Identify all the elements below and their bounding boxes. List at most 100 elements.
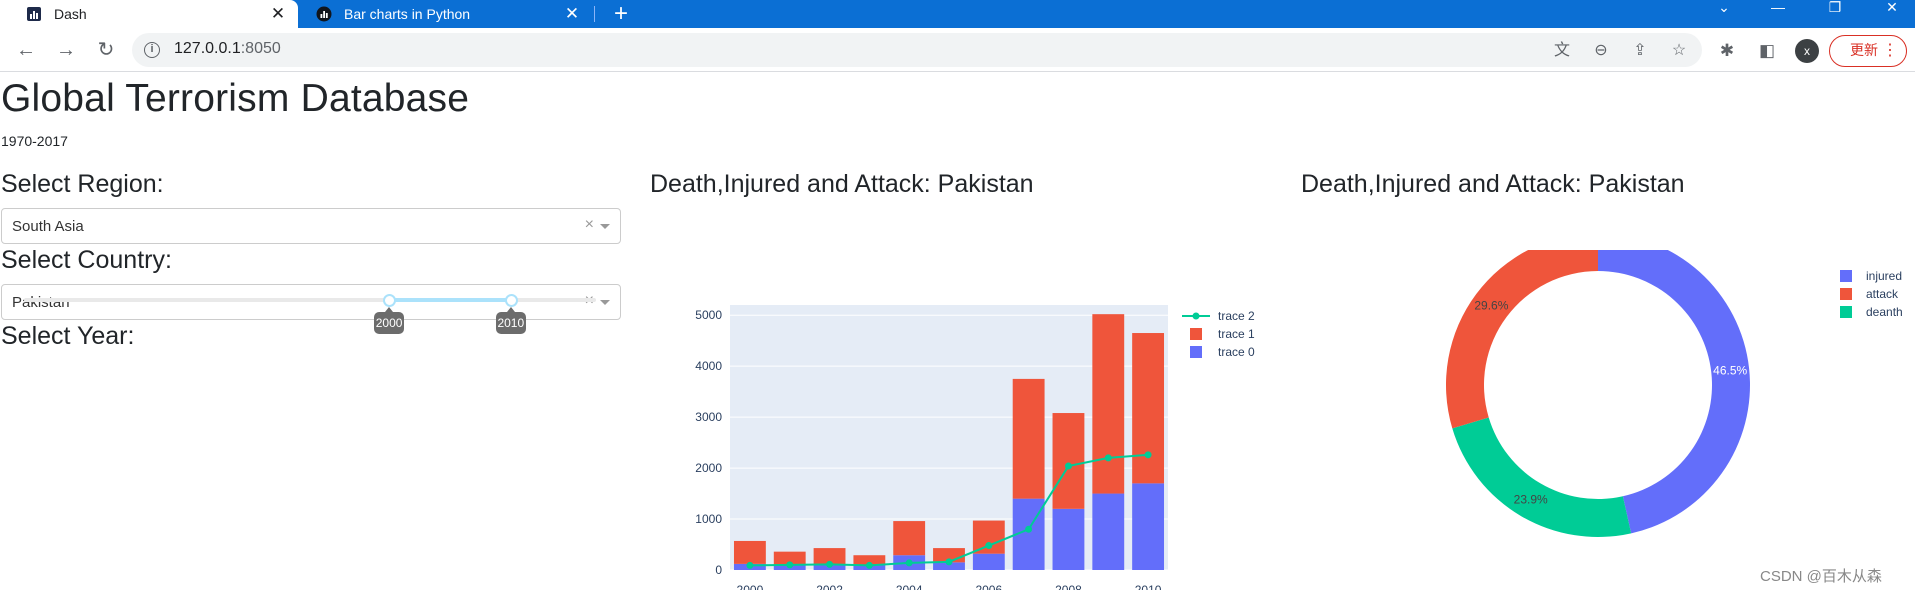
- legend-entry: injured: [1866, 269, 1902, 283]
- extensions-puzzle-icon[interactable]: ✱: [1719, 41, 1735, 60]
- star-icon[interactable]: ☆: [1671, 42, 1687, 59]
- new-tab-plus-icon[interactable]: +: [613, 0, 628, 27]
- share-icon[interactable]: ⇪: [1633, 42, 1647, 59]
- slider-handle-end[interactable]: [504, 294, 518, 307]
- dash-app: Global Terrorism Database 1970-2017 Sele…: [0, 73, 1915, 595]
- bar-trace-0: [1052, 508, 1085, 570]
- back-arrow-icon[interactable]: ←: [16, 39, 36, 61]
- bar-trace-1: [773, 551, 806, 565]
- caret-down-icon[interactable]: [600, 300, 610, 305]
- year-label: Select Year:: [1, 322, 135, 350]
- tab-title: Dash: [54, 6, 87, 22]
- legend-entry: trace 0: [1218, 345, 1255, 359]
- donut-chart[interactable]: 46.5% 23.9% 29.6% injured attack deanth: [1301, 250, 1911, 580]
- bar-trace-0: [1132, 483, 1165, 570]
- chevron-down-icon[interactable]: ⌄: [1718, 0, 1730, 15]
- reload-icon[interactable]: ↻: [97, 39, 115, 61]
- x-tick-label: 2004: [896, 583, 923, 590]
- plotly-favicon-icon: [316, 6, 332, 22]
- tab-bar-charts[interactable]: Bar charts in Python ✕: [302, 0, 592, 28]
- donut-label: 23.9%: [1514, 493, 1548, 507]
- url-text[interactable]: 127.0.0.1:8050: [174, 40, 281, 57]
- info-icon[interactable]: i: [144, 42, 160, 58]
- region-value: South Asia: [12, 218, 84, 235]
- line-point: [905, 559, 913, 567]
- bar-trace-0: [933, 562, 965, 570]
- donut-slice-deanth: [1452, 417, 1632, 537]
- slider-rail[interactable]: [24, 298, 596, 302]
- tab-bar: Dash ✕ Bar charts in Python ✕ + ⌄ — ❐ ✕: [0, 0, 1915, 28]
- line-point: [786, 561, 794, 569]
- region-label: Select Region:: [1, 170, 164, 198]
- line-point: [826, 560, 834, 568]
- donut-label: 29.6%: [1474, 298, 1508, 312]
- bar-trace-1: [813, 548, 846, 565]
- zoom-out-icon[interactable]: ⊖: [1594, 42, 1608, 59]
- line-point: [865, 561, 873, 569]
- close-icon[interactable]: ✕: [270, 4, 286, 23]
- clear-icon[interactable]: ×: [584, 216, 594, 233]
- donut-label: 46.5%: [1713, 363, 1747, 377]
- y-tick-label: 3000: [695, 410, 722, 424]
- year-range-slider[interactable]: 2000 2010: [24, 291, 596, 361]
- update-label: 更新: [1850, 42, 1878, 58]
- bar-chart[interactable]: 0 1000 2000 3000 4000 5000 2000 2002 2004 2006 200…: [650, 290, 1290, 590]
- window-close-icon[interactable]: ✕: [1886, 0, 1898, 15]
- bar-trace-1: [733, 540, 766, 564]
- legend-entry: attack: [1866, 287, 1899, 301]
- slider-tooltip-start: 2000: [374, 307, 405, 334]
- dash-favicon-icon: [26, 6, 42, 22]
- caret-down-icon[interactable]: [600, 224, 610, 229]
- legend-entry: deanth: [1866, 305, 1903, 319]
- line-point: [945, 558, 953, 566]
- y-tick-label: 4000: [695, 359, 722, 373]
- y-tick-label: 5000: [695, 308, 722, 322]
- line-point: [1025, 525, 1033, 533]
- line-point: [1144, 451, 1152, 459]
- side-panel-icon[interactable]: ◧: [1758, 41, 1776, 60]
- close-icon[interactable]: ✕: [564, 4, 580, 23]
- pie-chart-title: Death,Injured and Attack: Pakistan: [1301, 170, 1685, 198]
- x-tick-label: 2002: [816, 583, 843, 590]
- forward-arrow-icon[interactable]: →: [56, 39, 76, 61]
- bar-trace-1: [853, 555, 886, 566]
- legend-swatch: [1190, 328, 1202, 340]
- tab-dash[interactable]: Dash ✕: [0, 0, 298, 28]
- country-label: Select Country:: [1, 246, 172, 274]
- avatar[interactable]: x: [1795, 39, 1819, 63]
- update-button[interactable]: 更新 ⋮: [1829, 35, 1907, 67]
- address-bar[interactable]: i 127.0.0.1:8050 文 ⊖ ⇪ ☆: [132, 33, 1702, 67]
- tab-separator: [594, 6, 595, 22]
- legend-swatch: [1192, 312, 1200, 320]
- y-tick-label: 1000: [695, 512, 722, 526]
- line-point: [1064, 462, 1072, 470]
- minimize-icon[interactable]: —: [1771, 0, 1785, 15]
- tab-title: Bar charts in Python: [344, 6, 471, 22]
- bar-trace-1: [1092, 314, 1125, 494]
- legend-swatch: [1190, 346, 1202, 358]
- legend-entry: trace 2: [1218, 309, 1255, 323]
- slider-handle-start[interactable]: [383, 294, 397, 307]
- x-tick-label: 2000: [737, 583, 764, 590]
- line-point: [985, 542, 993, 550]
- bar-trace-1: [1132, 333, 1165, 484]
- bar-chart-title: Death,Injured and Attack: Pakistan: [650, 170, 1034, 198]
- x-tick-label: 2008: [1055, 583, 1082, 590]
- legend-swatch: [1840, 288, 1852, 300]
- more-vert-icon: ⋮: [1882, 42, 1898, 59]
- legend-entry: trace 1: [1218, 327, 1255, 341]
- region-dropdown[interactable]: South Asia ×: [1, 208, 621, 244]
- translate-icon[interactable]: 文: [1553, 42, 1570, 59]
- legend-swatch: [1840, 270, 1852, 282]
- bar-trace-1: [1052, 413, 1085, 509]
- y-tick-label: 2000: [695, 461, 722, 475]
- restore-icon[interactable]: ❐: [1828, 0, 1842, 15]
- watermark: CSDN @百木从森: [1760, 568, 1882, 585]
- x-tick-label: 2010: [1135, 583, 1162, 590]
- slider-track: [389, 298, 511, 302]
- bar-trace-0: [1092, 493, 1125, 570]
- legend-swatch: [1840, 306, 1852, 318]
- page-title: Global Terrorism Database: [1, 77, 470, 120]
- page-subtitle: 1970-2017: [1, 133, 68, 149]
